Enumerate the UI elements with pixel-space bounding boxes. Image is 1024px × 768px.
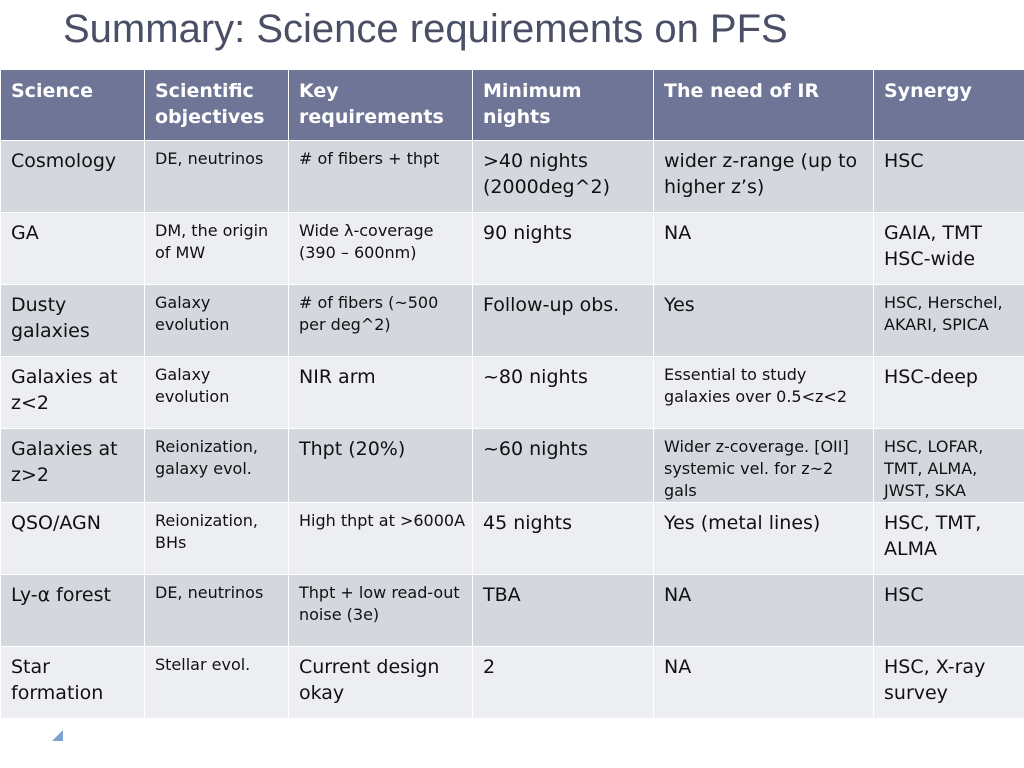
cell-science: Galaxies at z>2 [0, 427, 145, 504]
cell-nights: ~60 nights [472, 427, 654, 504]
table-row: Ly-α forest DE, neutrinos Thpt + low rea… [0, 574, 1024, 648]
cell-synergy: HSC, X-ray survey [873, 646, 1024, 720]
cell-nights: 90 nights [472, 212, 654, 285]
table-row: Cosmology DE, neutrinos # of fibers + th… [0, 140, 1024, 213]
corner-triangle-icon [52, 730, 63, 741]
cell-objectives: Galaxy evolution [144, 284, 289, 357]
cell-requirements: High thpt at >6000A [288, 502, 473, 576]
cell-objectives: Reionization, BHs [144, 502, 289, 576]
cell-nights: TBA [472, 574, 654, 648]
cell-synergy: HSC, LOFAR, TMT, ALMA, JWST, SKA [873, 427, 1024, 504]
cell-nights: Follow-up obs. [472, 284, 654, 357]
cell-requirements: Wide λ-coverage (390 – 600nm) [288, 212, 473, 285]
cell-objectives: DE, neutrinos [144, 140, 289, 213]
cell-requirements: NIR arm [288, 356, 473, 429]
table-row: Galaxies at z<2 Galaxy evolution NIR arm… [0, 356, 1024, 429]
header-scientific-objectives: Scientific objectives [144, 69, 289, 141]
cell-ir: NA [653, 212, 874, 285]
cell-science: Star formation [0, 646, 145, 720]
cell-synergy: HSC-deep [873, 356, 1024, 429]
cell-science: Galaxies at z<2 [0, 356, 145, 429]
header-minimum-nights: Minimum nights [472, 69, 654, 141]
cell-ir: Essential to study galaxies over 0.5<z<2 [653, 356, 874, 429]
header-science: Science [0, 69, 145, 141]
requirements-table: Science Scientific objectives Key requir… [0, 69, 1024, 720]
header-key-requirements: Key requirements [288, 69, 473, 141]
cell-ir: NA [653, 646, 874, 720]
cell-synergy: HSC [873, 574, 1024, 648]
cell-requirements: Current design okay [288, 646, 473, 720]
cell-ir: Wider z-coverage. [OII] systemic vel. fo… [653, 427, 874, 504]
cell-objectives: Stellar evol. [144, 646, 289, 720]
cell-ir: wider z-range (up to higher z’s) [653, 140, 874, 213]
table-row: Dusty galaxies Galaxy evolution # of fib… [0, 284, 1024, 357]
cell-objectives: Reionization, galaxy evol. [144, 427, 289, 504]
cell-science: QSO/AGN [0, 502, 145, 576]
header-need-of-ir: The need of IR [653, 69, 874, 141]
table-row: Star formation Stellar evol. Current des… [0, 646, 1024, 720]
header-synergy: Synergy [873, 69, 1024, 141]
cell-requirements: # of fibers + thpt [288, 140, 473, 213]
cell-objectives: DM, the origin of MW [144, 212, 289, 285]
cell-science: Ly-α forest [0, 574, 145, 648]
cell-science: Cosmology [0, 140, 145, 213]
cell-requirements: # of fibers (~500 per deg^2) [288, 284, 473, 357]
cell-synergy: GAIA, TMT HSC-wide [873, 212, 1024, 285]
cell-nights: ~80 nights [472, 356, 654, 429]
cell-requirements: Thpt (20%) [288, 427, 473, 504]
cell-nights: 2 [472, 646, 654, 720]
cell-science: Dusty galaxies [0, 284, 145, 357]
cell-synergy: HSC, TMT, ALMA [873, 502, 1024, 576]
cell-science: GA [0, 212, 145, 285]
cell-ir: Yes (metal lines) [653, 502, 874, 576]
cell-synergy: HSC, Herschel, AKARI, SPICA [873, 284, 1024, 357]
cell-objectives: Galaxy evolution [144, 356, 289, 429]
table-row: Galaxies at z>2 Reionization, galaxy evo… [0, 427, 1024, 504]
cell-nights: 45 nights [472, 502, 654, 576]
cell-objectives: DE, neutrinos [144, 574, 289, 648]
cell-ir: NA [653, 574, 874, 648]
cell-nights: >40 nights (2000deg^2) [472, 140, 654, 213]
cell-ir: Yes [653, 284, 874, 357]
slide-title: Summary: Science requirements on PFS [63, 7, 788, 51]
table-row: GA DM, the origin of MW Wide λ-coverage … [0, 212, 1024, 285]
table-header-row: Science Scientific objectives Key requir… [0, 69, 1024, 141]
cell-synergy: HSC [873, 140, 1024, 213]
cell-requirements: Thpt + low read-out noise (3e) [288, 574, 473, 648]
table-row: QSO/AGN Reionization, BHs High thpt at >… [0, 502, 1024, 576]
